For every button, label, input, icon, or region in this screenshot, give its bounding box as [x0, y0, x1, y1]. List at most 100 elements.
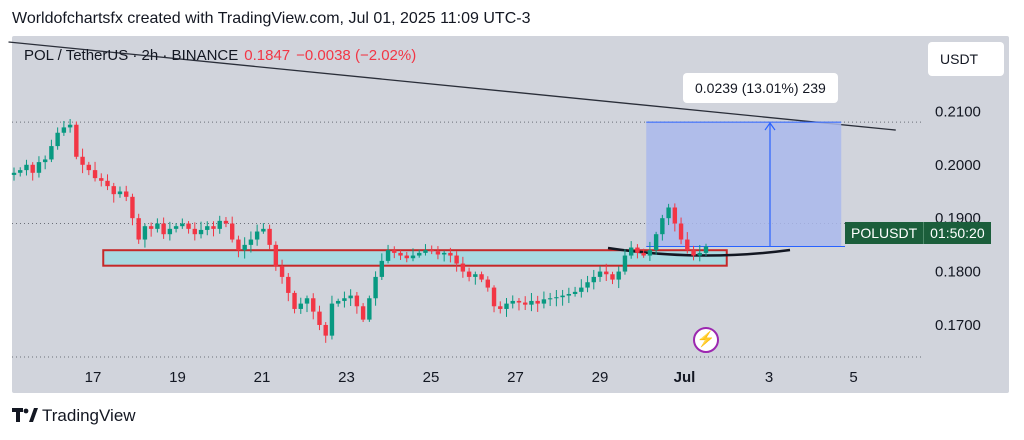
- candle: [323, 324, 328, 336]
- candle: [653, 234, 659, 251]
- candle: [423, 250, 428, 253]
- candle: [441, 252, 447, 255]
- candle: [392, 250, 397, 253]
- candle: [261, 228, 266, 232]
- candle: [417, 252, 422, 256]
- candle: [647, 250, 653, 256]
- candle: [61, 127, 67, 133]
- candle: [591, 276, 596, 283]
- candle: [99, 178, 104, 181]
- legend-change: −0.0038 (−2.02%): [296, 47, 417, 64]
- candle: [311, 298, 316, 312]
- lightning-icon[interactable]: ⚡: [693, 327, 719, 353]
- candle: [379, 260, 385, 277]
- candle: [329, 303, 335, 336]
- symbol-legend: POL / TetherUS · 2h · BINANCE 0.1847 −0.00…: [24, 47, 416, 64]
- candle: [385, 250, 391, 261]
- candle: [410, 255, 416, 259]
- candle: [697, 252, 702, 256]
- candle: [579, 287, 584, 292]
- candle: [273, 244, 279, 267]
- candle: [148, 226, 154, 229]
- candle: [211, 226, 216, 229]
- candle: [142, 226, 148, 240]
- y-tick-label: 0.2000: [935, 157, 981, 174]
- candle: [111, 186, 116, 195]
- candle: [373, 276, 378, 299]
- x-tick-label: 21: [254, 369, 271, 386]
- candle: [192, 228, 197, 235]
- candle: [703, 246, 709, 253]
- candle: [86, 164, 92, 171]
- candle: [466, 271, 472, 277]
- candle: [130, 196, 135, 219]
- candle: [229, 223, 235, 240]
- candle: [635, 247, 640, 253]
- candle: [610, 274, 615, 280]
- candle: [167, 228, 173, 235]
- candle: [236, 239, 241, 251]
- candle: [597, 271, 603, 277]
- candle: [678, 223, 684, 240]
- candle: [616, 271, 621, 280]
- candle: [660, 218, 665, 235]
- candle: [585, 282, 590, 288]
- candle: [117, 191, 123, 195]
- candle: [491, 287, 497, 307]
- candle: [404, 255, 409, 259]
- candle: [572, 291, 578, 294]
- candle: [105, 180, 110, 187]
- currency-button[interactable]: USDT: [928, 42, 1004, 76]
- x-tick-label: 3: [765, 369, 773, 386]
- candle: [535, 300, 540, 304]
- candle: [566, 293, 572, 296]
- candle: [342, 298, 347, 301]
- price-symbol-tag: POLUSDT 01:50:20: [845, 222, 991, 244]
- candle: [292, 292, 297, 309]
- candle: [155, 223, 160, 229]
- candle: [398, 252, 403, 256]
- candle: [628, 247, 634, 256]
- candle: [198, 229, 204, 235]
- tradingview-logo-icon: [12, 407, 38, 427]
- candle: [80, 156, 85, 165]
- x-tick-label: 29: [592, 369, 609, 386]
- candle: [485, 279, 491, 288]
- candle: [173, 226, 179, 229]
- candle: [317, 311, 322, 325]
- brand-name: TradingView: [42, 406, 136, 425]
- candle: [641, 252, 646, 256]
- candle: [473, 274, 478, 277]
- candle: [554, 297, 559, 299]
- measure-label: 0.0239 (13.01%) 239: [683, 73, 838, 103]
- candle: [335, 300, 341, 304]
- candle: [136, 218, 141, 240]
- candle: [254, 231, 260, 240]
- candle: [248, 239, 254, 245]
- candle: [516, 300, 522, 303]
- tradingview-brand: TradingView: [12, 406, 136, 427]
- candle: [666, 207, 671, 219]
- candle: [604, 271, 609, 275]
- price-tag-symbol: POLUSDT: [851, 225, 918, 241]
- candle: [691, 250, 696, 256]
- chart-area[interactable]: [12, 36, 1009, 393]
- candle: [49, 146, 54, 160]
- candle: [360, 306, 366, 320]
- candle: [448, 252, 453, 256]
- candle: [74, 124, 79, 157]
- candle: [479, 274, 484, 280]
- x-tick-label: 19: [169, 369, 186, 386]
- candle: [529, 300, 534, 305]
- candle: [92, 170, 98, 179]
- x-tick-label: 27: [507, 369, 524, 386]
- measure-box: [646, 122, 842, 247]
- candle: [685, 239, 690, 251]
- y-tick-label: 0.2100: [935, 103, 981, 120]
- candle: [217, 220, 222, 229]
- candle: [460, 263, 466, 272]
- candle: [279, 266, 285, 277]
- candle: [286, 276, 291, 293]
- candle: [504, 303, 509, 309]
